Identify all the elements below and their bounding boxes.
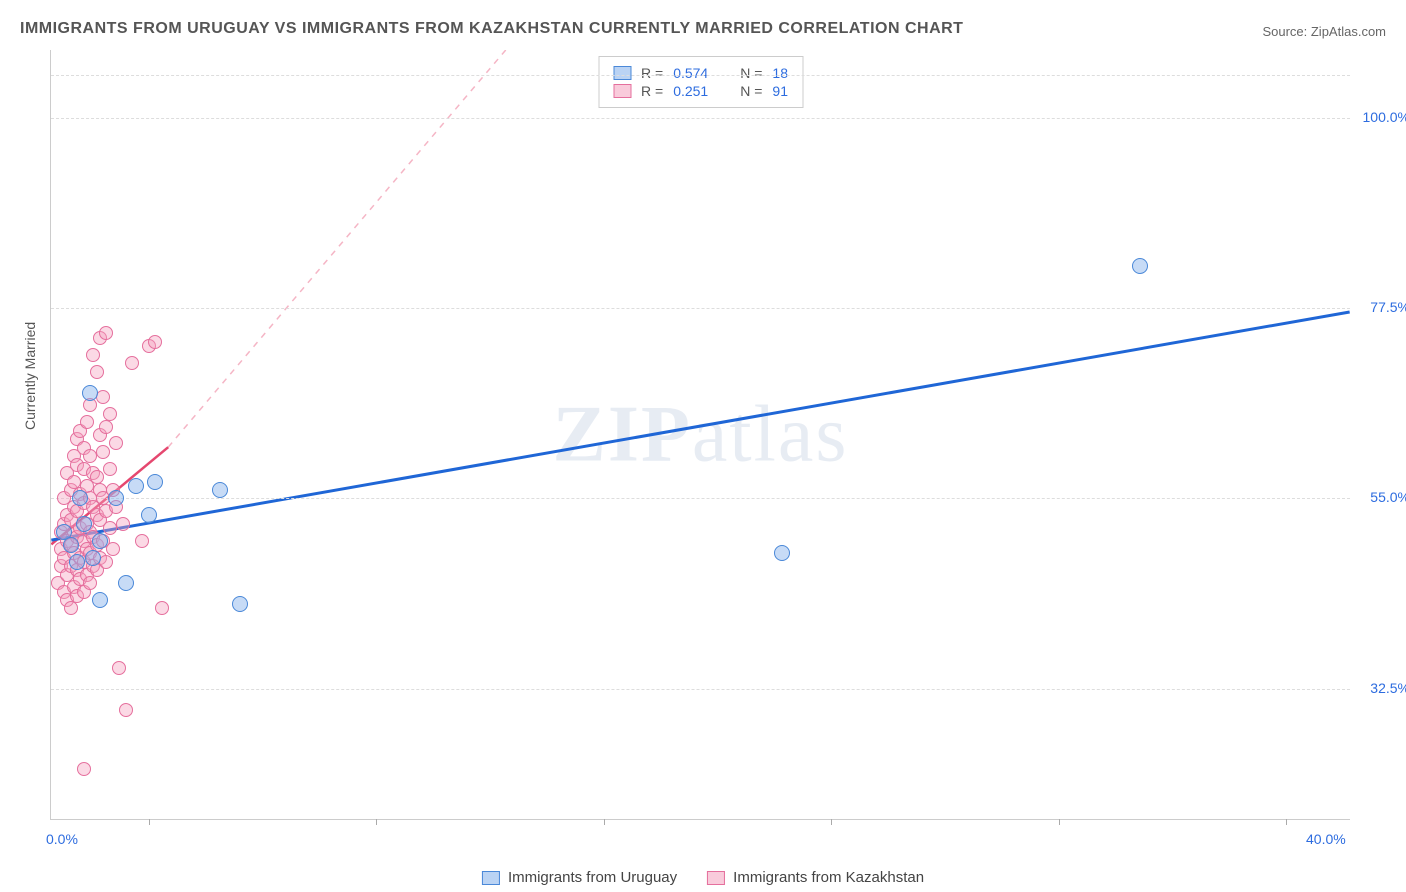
uruguay-point [92,533,108,549]
kazakhstan-point [83,449,97,463]
kazakhstan-point [155,601,169,615]
uruguay-point [69,554,85,570]
uruguay-point [212,482,228,498]
kazakhstan-point [103,521,117,535]
x-tick-mark [149,819,150,825]
kazakhstan-point [77,762,91,776]
uruguay-point [92,592,108,608]
uruguay-point [85,550,101,566]
legend-swatch [613,66,631,80]
legend-swatch [613,84,631,98]
uruguay-point [72,490,88,506]
legend-series-label: Immigrants from Kazakhstan [733,869,924,886]
x-tick-mark [376,819,377,825]
chart-title: IMMIGRANTS FROM URUGUAY VS IMMIGRANTS FR… [20,20,963,38]
x-tick-label: 0.0% [46,831,78,847]
legend-series-item: Immigrants from Uruguay [482,869,677,886]
kazakhstan-point [119,703,133,717]
r-label: R = [641,65,663,81]
uruguay-point [63,537,79,553]
n-value: 18 [772,65,788,81]
kazakhstan-point [103,462,117,476]
uruguay-point [232,596,248,612]
source-attribution: Source: ZipAtlas.com [1262,24,1386,39]
y-tick-label: 77.5% [1355,299,1406,315]
kazakhstan-point [96,390,110,404]
uruguay-point [76,516,92,532]
r-value: 0.251 [673,83,708,99]
watermark: ZIPatlas [553,389,849,480]
legend-series-label: Immigrants from Uruguay [508,869,677,886]
uruguay-point [108,490,124,506]
uruguay-point [82,385,98,401]
watermark-bold: ZIP [553,390,692,478]
kazakhstan-point [116,517,130,531]
legend-swatch [482,871,500,885]
uruguay-point [118,575,134,591]
r-label: R = [641,83,663,99]
n-label: N = [740,65,762,81]
gridline-h [51,75,1350,76]
kazakhstan-point [90,365,104,379]
gridline-h [51,498,1350,499]
kazakhstan-point [109,436,123,450]
n-value: 91 [772,83,788,99]
kazakhstan-point [106,542,120,556]
kazakhstan-point [103,407,117,421]
uruguay-point [147,474,163,490]
kazakhstan-point [99,326,113,340]
y-tick-label: 55.0% [1355,489,1406,505]
x-tick-mark [831,819,832,825]
legend-series: Immigrants from Uruguay Immigrants from K… [482,869,924,886]
uruguay-point [141,507,157,523]
kazakhstan-point [86,348,100,362]
scatter-chart: ZIPatlas R =0.574N =18R =0.251N =91 32.5… [50,50,1350,820]
legend-series-item: Immigrants from Kazakhstan [707,869,924,886]
x-tick-label: 40.0% [1306,831,1346,847]
watermark-rest: atlas [692,390,849,478]
x-tick-mark [1286,819,1287,825]
trend-lines [51,50,1350,819]
kazakhstan-point [112,661,126,675]
gridline-h [51,118,1350,119]
x-tick-mark [604,819,605,825]
y-tick-label: 100.0% [1355,109,1406,125]
kazakhstan-point [64,601,78,615]
n-label: N = [740,83,762,99]
gridline-h [51,689,1350,690]
kazakhstan-point [148,335,162,349]
kazakhstan-point [135,534,149,548]
uruguay-point [1132,258,1148,274]
legend-stats-row: R = 0.251 N = 91 [613,83,788,99]
legend-swatch [707,871,725,885]
y-axis-label: Currently Married [22,322,38,430]
legend-stats-row: R = 0.574 N = 18 [613,65,788,81]
uruguay-point [774,545,790,561]
kazakhstan-point [80,415,94,429]
kazakhstan-point [99,555,113,569]
kazakhstan-point [96,445,110,459]
kazakhstan-point [90,470,104,484]
gridline-h [51,308,1350,309]
x-tick-mark [1059,819,1060,825]
y-tick-label: 32.5% [1355,680,1406,696]
kazakhstan-point [99,420,113,434]
uruguay-point [128,478,144,494]
kazakhstan-point [83,576,97,590]
legend-stats: R = 0.574 N = 18 R = 0.251 N = 91 [598,56,803,108]
r-value: 0.574 [673,65,708,81]
kazakhstan-point [125,356,139,370]
